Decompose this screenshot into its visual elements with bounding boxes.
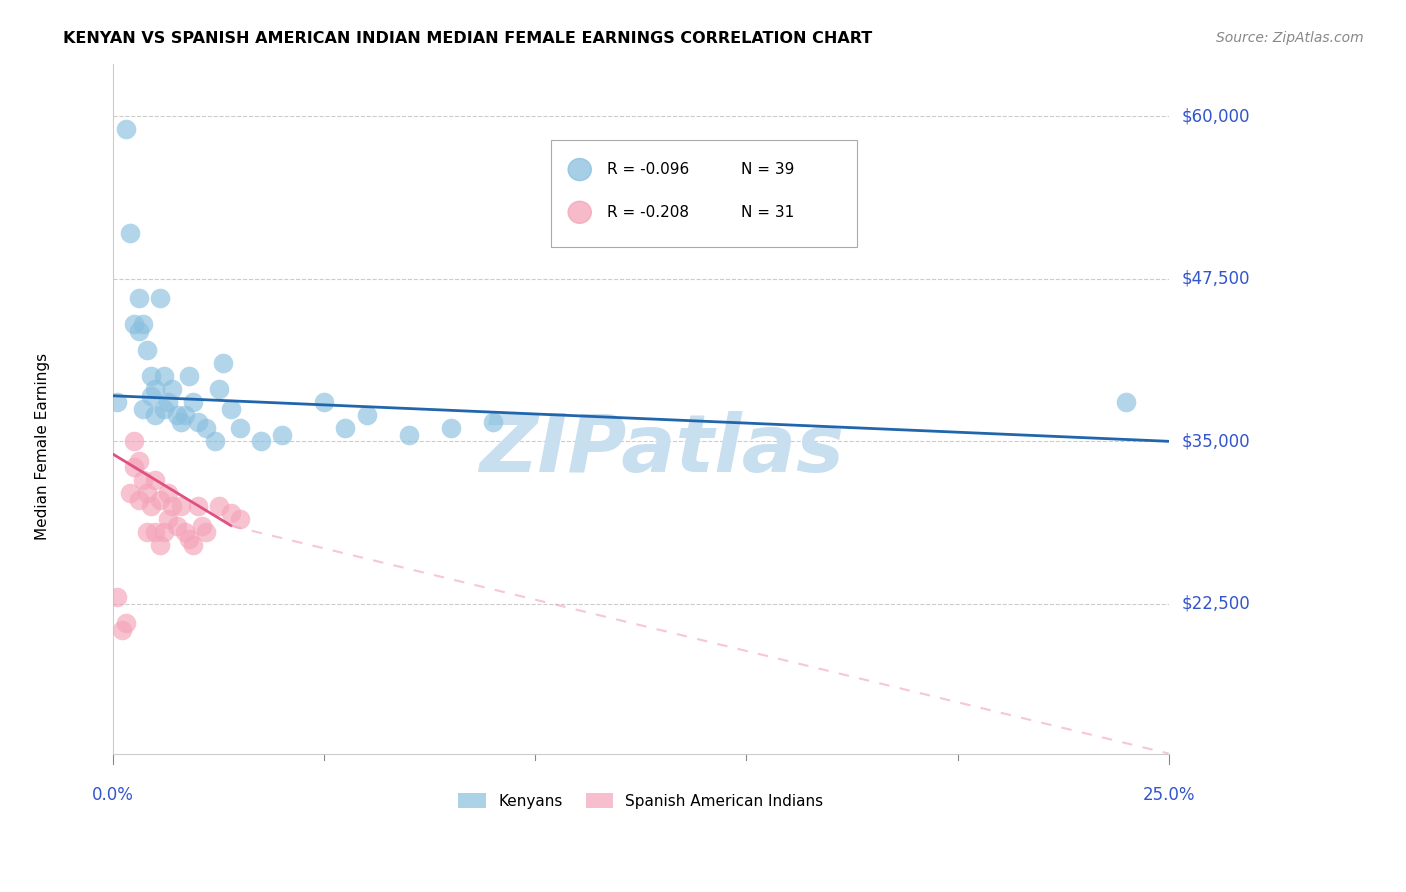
Ellipse shape: [568, 159, 592, 180]
Text: R = -0.096: R = -0.096: [607, 162, 689, 177]
Point: [107, 395, 129, 409]
Text: KENYAN VS SPANISH AMERICAN INDIAN MEDIAN FEMALE EARNINGS CORRELATION CHART: KENYAN VS SPANISH AMERICAN INDIAN MEDIAN…: [63, 31, 873, 46]
Point: [153, 401, 176, 416]
Point: [145, 382, 167, 396]
Point: [250, 434, 273, 449]
Point: [208, 500, 231, 514]
Text: Source: ZipAtlas.com: Source: ZipAtlas.com: [1216, 31, 1364, 45]
Point: [183, 538, 205, 552]
Point: [174, 525, 197, 540]
Legend: Kenyans, Spanish American Indians: Kenyans, Spanish American Indians: [453, 787, 830, 814]
Point: [128, 492, 150, 507]
Point: [128, 454, 150, 468]
Point: [195, 421, 218, 435]
Text: $22,500: $22,500: [1181, 595, 1250, 613]
Point: [166, 519, 188, 533]
Point: [115, 616, 138, 631]
Point: [145, 409, 167, 423]
Point: [191, 519, 214, 533]
Point: [141, 500, 163, 514]
Text: 0.0%: 0.0%: [93, 786, 134, 804]
Point: [157, 512, 180, 526]
Ellipse shape: [568, 202, 592, 223]
Point: [1115, 395, 1137, 409]
Point: [221, 401, 243, 416]
Point: [149, 291, 172, 305]
Point: [183, 395, 205, 409]
Point: [124, 460, 146, 475]
Point: [124, 434, 146, 449]
Point: [229, 512, 252, 526]
Point: [170, 415, 193, 429]
Point: [153, 369, 176, 384]
Point: [314, 395, 336, 409]
Text: Median Female Earnings: Median Female Earnings: [35, 352, 49, 540]
Point: [187, 500, 209, 514]
Point: [170, 500, 193, 514]
Point: [187, 415, 209, 429]
Point: [107, 591, 129, 605]
Text: $35,000: $35,000: [1181, 433, 1250, 450]
Point: [271, 427, 294, 442]
Point: [162, 382, 184, 396]
Point: [195, 525, 218, 540]
Point: [111, 623, 134, 637]
Point: [136, 525, 159, 540]
Text: $47,500: $47,500: [1181, 269, 1250, 288]
Text: N = 39: N = 39: [741, 162, 794, 177]
Point: [120, 226, 142, 240]
Point: [179, 532, 201, 546]
Text: N = 31: N = 31: [741, 205, 794, 219]
Point: [141, 369, 163, 384]
Point: [166, 409, 188, 423]
Point: [221, 506, 243, 520]
Point: [440, 421, 463, 435]
Point: [208, 382, 231, 396]
Point: [157, 395, 180, 409]
Point: [153, 525, 176, 540]
Point: [162, 500, 184, 514]
Point: [128, 324, 150, 338]
Point: [157, 486, 180, 500]
Point: [132, 401, 155, 416]
Point: [132, 317, 155, 331]
Point: [482, 415, 505, 429]
Point: [136, 343, 159, 358]
Point: [229, 421, 252, 435]
Point: [132, 473, 155, 487]
Point: [174, 409, 197, 423]
Point: [141, 389, 163, 403]
FancyBboxPatch shape: [551, 140, 858, 247]
Point: [115, 122, 138, 136]
Point: [124, 317, 146, 331]
Point: [212, 356, 235, 370]
Point: [136, 486, 159, 500]
Point: [120, 486, 142, 500]
Point: [335, 421, 357, 435]
Point: [149, 492, 172, 507]
Point: [145, 525, 167, 540]
Text: 25.0%: 25.0%: [1142, 786, 1195, 804]
Point: [149, 538, 172, 552]
Point: [398, 427, 420, 442]
Text: $60,000: $60,000: [1181, 107, 1250, 125]
Point: [356, 409, 378, 423]
Point: [145, 473, 167, 487]
Point: [204, 434, 226, 449]
Point: [128, 291, 150, 305]
Text: ZIPatlas: ZIPatlas: [479, 411, 845, 489]
Point: [179, 369, 201, 384]
Text: R = -0.208: R = -0.208: [607, 205, 689, 219]
